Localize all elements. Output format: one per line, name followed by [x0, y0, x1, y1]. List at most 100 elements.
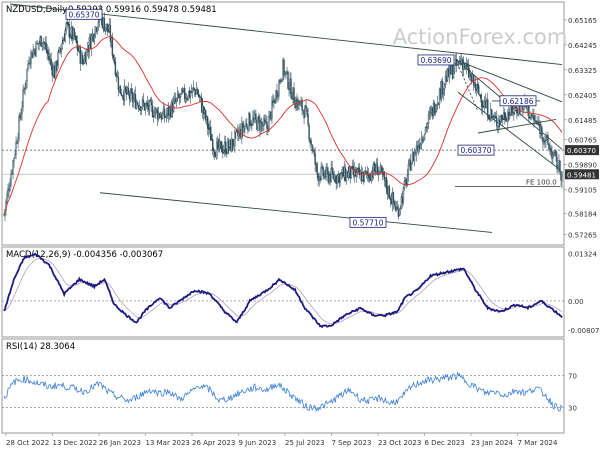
candle-body [433, 102, 436, 114]
x-tick-label: 26 Apr 2023 [192, 439, 235, 447]
candle-body [406, 175, 409, 185]
price-tick-label: 0.59105 [568, 186, 597, 194]
candle-body [528, 105, 530, 119]
candle-body [24, 88, 26, 91]
candle-body [305, 105, 307, 109]
annotation-box [349, 216, 387, 228]
candle-body [325, 166, 327, 177]
candle-body [67, 22, 69, 26]
candle-body [238, 132, 240, 137]
candle-body [316, 163, 318, 175]
candle-body [314, 153, 316, 165]
macd-panel-frame [1, 246, 565, 338]
candle-body [340, 172, 342, 176]
annotation-box [65, 8, 103, 20]
price-tick-label: 0.64245 [568, 42, 597, 50]
candle-body [61, 42, 63, 50]
candle-body [183, 87, 186, 99]
candle-body [50, 58, 52, 65]
candle-body [556, 156, 558, 170]
candle-body [537, 121, 539, 124]
candle-body [373, 163, 376, 171]
macd-tick-label: 0.01324 [568, 250, 597, 258]
candle-body [290, 78, 292, 98]
moving-average-line [3, 36, 563, 215]
candle-body [179, 93, 182, 97]
candle-body [257, 116, 259, 131]
candle-body [415, 145, 418, 155]
candle-body [142, 99, 145, 104]
candle-body [278, 80, 280, 96]
candle-body [154, 107, 157, 113]
candle-body [255, 113, 257, 120]
candle-body [426, 122, 429, 129]
candle-body [306, 109, 308, 115]
candle-body [120, 93, 123, 96]
candle-body [35, 41, 37, 57]
candle-body [334, 176, 336, 183]
candle-body [131, 92, 134, 102]
candle-body [45, 42, 47, 51]
macd-tick-label: -0.008074 [568, 327, 600, 335]
candle-body [512, 107, 514, 115]
candle-body [148, 100, 151, 112]
candle-body [23, 89, 25, 92]
candle-body [260, 121, 262, 132]
candle-body [561, 172, 563, 182]
candle-body [90, 35, 93, 50]
candle-body [191, 87, 194, 93]
candle-body [119, 85, 122, 94]
candle-body [65, 23, 67, 31]
price-tick-label: 0.65165 [568, 17, 597, 25]
candle-body [192, 87, 195, 89]
candle-body [140, 106, 143, 111]
candle-body [81, 54, 83, 64]
candle-body [32, 50, 34, 58]
candle-body [389, 197, 392, 200]
candle-body [172, 100, 175, 113]
channel-line [455, 59, 563, 103]
candle-body [385, 177, 388, 189]
candle-body [87, 51, 90, 53]
candle-body [196, 88, 199, 95]
candle-body [12, 160, 14, 174]
candle-body [246, 123, 248, 128]
candle-body [553, 152, 555, 156]
candle-body [504, 111, 506, 121]
candle-body [69, 35, 71, 38]
x-tick-label: 13 Mar 2023 [146, 439, 190, 447]
candle-body [372, 163, 375, 179]
candle-body [85, 49, 87, 64]
candle-body [144, 103, 147, 110]
candle-body [219, 140, 221, 149]
price-tick-label: 0.61485 [568, 117, 597, 125]
candle-body [213, 149, 215, 152]
candle-body [178, 96, 181, 99]
price-tick-label: 0.60765 [568, 136, 597, 144]
candle-body [68, 24, 70, 38]
candle-body [177, 93, 180, 98]
candle-body [244, 126, 246, 130]
channel-line [477, 118, 557, 134]
candle-body [413, 152, 416, 162]
candle-body [533, 115, 535, 121]
candle-body [216, 142, 218, 159]
candle-body [356, 168, 358, 173]
fe-label: FE 100.0 [526, 179, 557, 187]
candle-body [307, 114, 309, 125]
annotation-label: 0.60370 [460, 146, 491, 155]
candle-body [7, 187, 9, 196]
candle-body [331, 167, 333, 174]
candle-body [60, 48, 62, 52]
candle-body [249, 113, 251, 126]
candle-body [261, 122, 263, 125]
x-tick-label: 7 Mar 2024 [518, 439, 558, 447]
candle-body [62, 39, 64, 45]
candle-body [193, 88, 196, 91]
candle-body [313, 151, 315, 154]
candle-body [310, 140, 312, 145]
candle-body [453, 63, 456, 73]
candle-body [452, 71, 455, 79]
candle-body [299, 102, 301, 106]
